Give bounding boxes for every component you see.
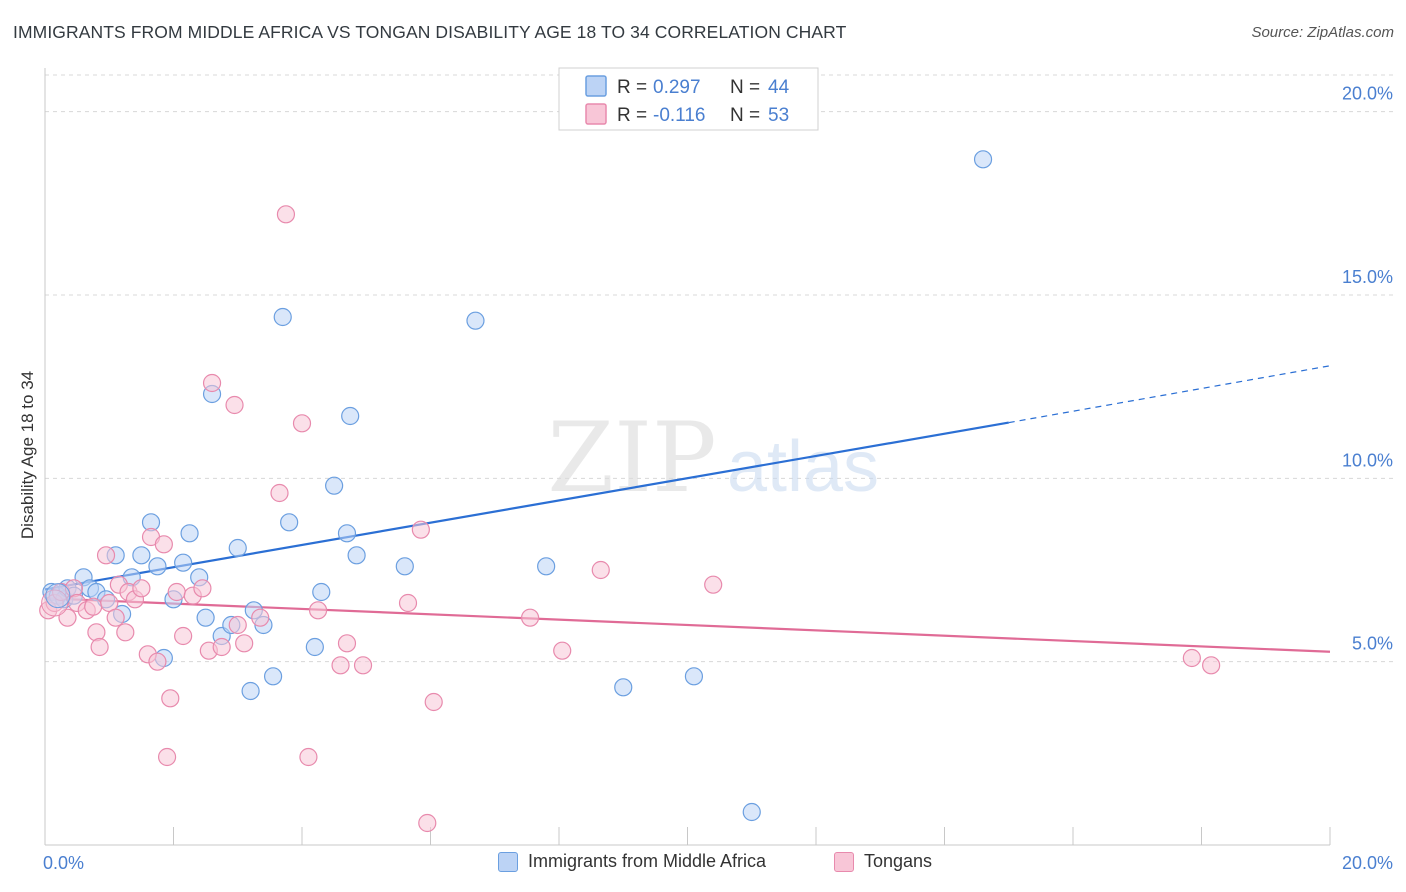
axis-layer: 5.0% 10.0% 15.0% 20.0% 0.0% 20.0% Disability A… <box>18 68 1393 873</box>
point-tongans[interactable] <box>276 205 296 224</box>
point-tongans[interactable] <box>225 395 244 415</box>
point-middle-africa[interactable] <box>337 524 357 543</box>
point-tongans[interactable] <box>308 601 328 620</box>
point-tongans[interactable] <box>424 692 443 712</box>
point-middle-africa[interactable] <box>973 150 993 169</box>
point-tongans[interactable] <box>96 546 116 565</box>
point-tongans[interactable] <box>87 623 106 642</box>
point-tongans[interactable] <box>235 634 254 653</box>
x-tick-label-max: 20.0% <box>1342 853 1393 873</box>
legend-top-swatch-pink <box>585 103 607 125</box>
y-tick-label: 20.0% <box>1342 84 1393 104</box>
point-middle-africa[interactable] <box>614 678 633 697</box>
legend-top: R = 0.297 N = 44 R = -0.116 N = 53 <box>558 67 819 131</box>
legend-swatch-blue <box>498 851 518 872</box>
legend-item-middle-africa[interactable]: Immigrants from Middle Africa <box>498 851 766 872</box>
point-middle-africa[interactable] <box>466 311 485 330</box>
y-axis-label: Disability Age 18 to 34 <box>18 371 37 539</box>
legend-label-middle-africa: Immigrants from Middle Africa <box>528 851 767 871</box>
point-middle-africa[interactable] <box>196 608 215 627</box>
legend-r-value: 0.297 <box>653 77 701 98</box>
source-label: Source: ZipAtlas.com <box>1251 24 1394 41</box>
point-middle-africa[interactable] <box>684 667 704 686</box>
point-tongans[interactable] <box>398 593 418 613</box>
point-tongans[interactable] <box>270 483 289 503</box>
point-tongans[interactable] <box>193 579 212 598</box>
point-tongans[interactable] <box>132 579 151 598</box>
point-tongans[interactable] <box>161 689 180 708</box>
point-tongans[interactable] <box>202 373 222 393</box>
legend-bottom: Immigrants from Middle Africa Tongans <box>0 851 1406 879</box>
point-tongans[interactable] <box>299 747 318 767</box>
point-tongans[interactable] <box>331 656 350 675</box>
y-tick-label: 15.0% <box>1342 267 1393 287</box>
point-tongans[interactable] <box>520 608 540 627</box>
point-tongans[interactable] <box>212 637 231 657</box>
point-tongans[interactable] <box>106 608 125 627</box>
point-middle-africa[interactable] <box>180 524 199 543</box>
point-tongans[interactable] <box>418 813 437 833</box>
point-cluster-middle-africa[interactable] <box>45 583 71 609</box>
point-tongans[interactable] <box>167 582 186 602</box>
point-middle-africa[interactable] <box>395 557 414 576</box>
point-middle-africa[interactable] <box>347 546 366 565</box>
legend-r-label: R = <box>617 105 647 126</box>
point-tongans[interactable] <box>154 535 173 554</box>
point-tongans[interactable] <box>157 747 177 767</box>
point-tongans[interactable] <box>1182 648 1201 668</box>
point-middle-africa[interactable] <box>537 557 556 576</box>
point-tongans[interactable] <box>353 656 373 675</box>
point-middle-africa[interactable] <box>148 557 167 576</box>
watermark-zip: ZIP <box>547 402 716 514</box>
point-tongans[interactable] <box>174 626 193 646</box>
point-tongans[interactable] <box>251 608 270 627</box>
point-middle-africa[interactable] <box>273 307 292 327</box>
y-tick-label: 5.0% <box>1352 634 1393 654</box>
point-middle-africa[interactable] <box>241 681 260 701</box>
point-tongans[interactable] <box>337 634 357 653</box>
legend-label-tongans: Tongans <box>864 851 933 871</box>
legend-n-value: 53 <box>768 105 789 126</box>
point-middle-africa[interactable] <box>341 406 360 426</box>
point-tongans[interactable] <box>704 575 723 594</box>
points-layer <box>39 150 1221 833</box>
point-tongans[interactable] <box>292 414 312 433</box>
point-middle-africa[interactable] <box>325 476 344 495</box>
legend-r-label: R = <box>617 77 647 98</box>
point-tongans[interactable] <box>116 623 135 642</box>
watermark: ZIP atlas <box>547 402 879 514</box>
grid-layer <box>45 74 1395 663</box>
point-middle-africa[interactable] <box>174 553 193 572</box>
point-tongans[interactable] <box>58 608 77 627</box>
legend-r-value: -0.116 <box>653 105 705 126</box>
point-middle-africa[interactable] <box>132 546 151 565</box>
chart-title: IMMIGRANTS FROM MIDDLE AFRICA VS TONGAN … <box>13 22 847 42</box>
point-tongans[interactable] <box>228 615 247 635</box>
point-tongans[interactable] <box>553 641 572 660</box>
legend-n-value: 44 <box>768 77 790 98</box>
point-middle-africa[interactable] <box>312 582 331 602</box>
point-middle-africa[interactable] <box>228 538 247 558</box>
point-tongans[interactable] <box>84 597 103 616</box>
point-tongans[interactable] <box>591 560 610 580</box>
point-tongans[interactable] <box>148 652 167 671</box>
point-tongans[interactable] <box>90 637 109 657</box>
point-middle-africa[interactable] <box>742 802 761 822</box>
point-middle-africa[interactable] <box>305 637 324 657</box>
legend-n-label: N = <box>730 105 760 126</box>
legend-n-label: N = <box>730 77 760 98</box>
legend-swatch-pink <box>834 851 854 872</box>
legend-item-tongans[interactable]: Tongans <box>834 851 932 872</box>
trendline-middle-africa <box>44 421 1009 591</box>
trendline-middle-africa-extension <box>1008 365 1331 424</box>
point-tongans[interactable] <box>411 520 430 539</box>
point-tongans[interactable] <box>1202 656 1221 675</box>
y-tick-label: 10.0% <box>1342 450 1393 470</box>
legend-top-swatch-blue <box>585 75 607 97</box>
point-middle-africa[interactable] <box>280 513 299 532</box>
point-middle-africa[interactable] <box>263 667 283 686</box>
x-tick-label-min: 0.0% <box>43 853 84 873</box>
